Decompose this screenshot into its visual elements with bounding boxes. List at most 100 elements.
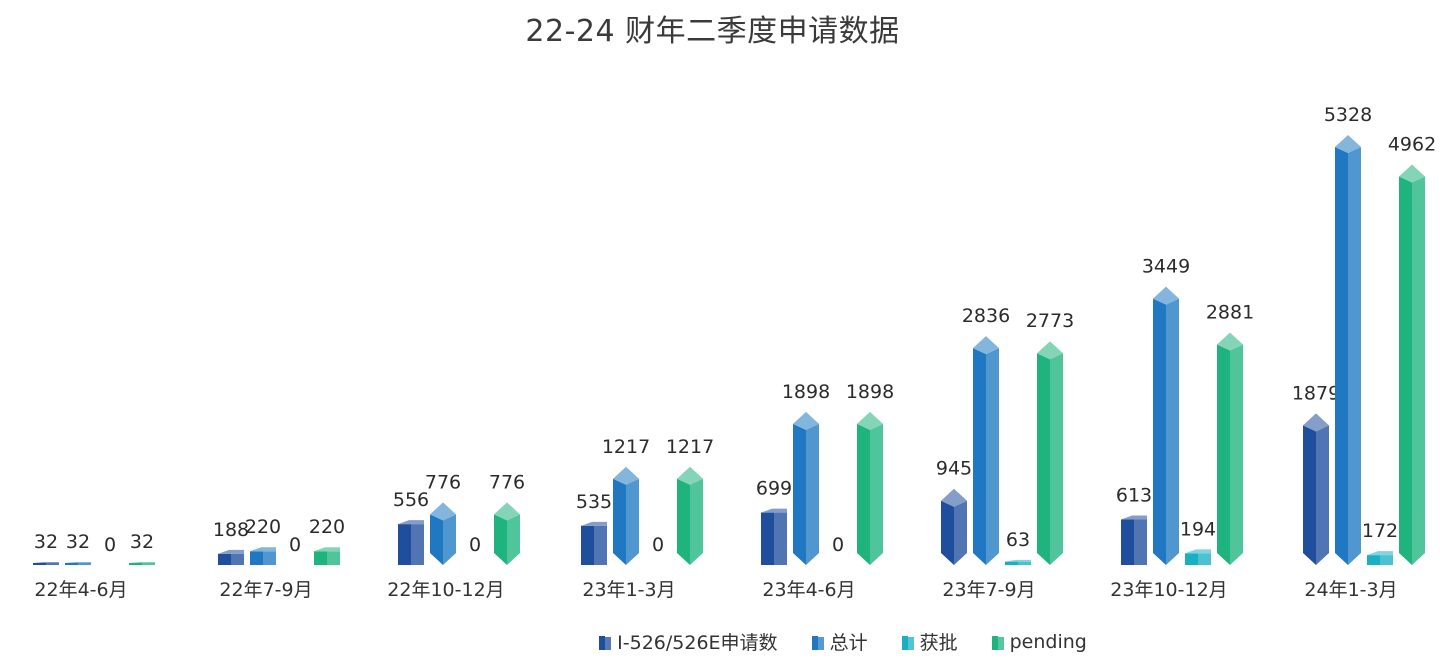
legend-swatch-icon <box>811 634 824 650</box>
bar-left-face <box>250 551 263 565</box>
bar-left-face <box>793 423 806 565</box>
bar-tip <box>857 411 883 430</box>
bar <box>1185 549 1211 565</box>
chart-title: 22-24 财年二季度申请数据 <box>525 14 900 49</box>
value-label: 699 <box>756 478 792 500</box>
bar-tip <box>1153 286 1179 305</box>
bar-right-face <box>626 478 639 565</box>
value-label: 945 <box>936 458 972 480</box>
value-label: 3449 <box>1142 256 1190 278</box>
value-label: 0 <box>652 534 664 556</box>
bar-right-face <box>46 563 59 565</box>
bar-tip <box>1217 332 1243 351</box>
bar-tip <box>1037 341 1063 360</box>
bar-right-face <box>1166 298 1179 565</box>
bar-right-face <box>774 512 787 565</box>
bar-tip <box>430 502 456 521</box>
bar <box>33 562 59 565</box>
bar <box>494 502 520 565</box>
bar <box>581 521 607 565</box>
category-group: 1879 5328 172 4962 24年1-3月 <box>1292 104 1436 601</box>
value-label: 194 <box>1180 518 1216 540</box>
legend-swatch-icon <box>991 634 1004 650</box>
value-label: 1879 <box>1292 382 1340 404</box>
bar <box>613 466 639 565</box>
bar-right-face <box>806 423 819 565</box>
legend-item: I-526/526E申请数 <box>599 628 778 655</box>
legend-item: pending <box>991 628 1087 655</box>
value-label: 220 <box>245 516 281 538</box>
bar-left-face <box>1335 147 1348 565</box>
bar-cap <box>1185 549 1211 554</box>
bar <box>1121 515 1147 565</box>
value-label: 1898 <box>782 381 830 403</box>
category-label: 23年7-9月 <box>942 579 1035 601</box>
category-group: 613 3449 194 2881 23年10-12月 <box>1110 256 1254 601</box>
bar-right-face <box>142 563 155 565</box>
value-label: 0 <box>832 534 844 556</box>
bar-left-face <box>314 551 327 565</box>
value-label: 1217 <box>666 436 714 458</box>
bar-left-face <box>1399 176 1412 566</box>
bar <box>677 466 703 565</box>
bar-right-face <box>1348 147 1361 565</box>
bar <box>1153 286 1179 565</box>
bar-cap <box>65 562 91 563</box>
bar-right-face <box>1380 555 1393 565</box>
bar-left-face <box>581 525 594 565</box>
bar-tip <box>1335 135 1361 153</box>
bar-left-face <box>1005 561 1018 565</box>
value-label: 220 <box>309 516 345 538</box>
bar-cap <box>129 562 155 563</box>
bar-left-face <box>1217 344 1230 565</box>
bar-left-face <box>398 524 411 565</box>
bar-left-face <box>973 348 986 565</box>
category-group: 535 1217 0 1217 23年1-3月 <box>576 436 714 601</box>
bar-tip <box>677 466 703 485</box>
value-label: 5328 <box>1324 104 1372 126</box>
bar-left-face <box>677 478 690 565</box>
value-label: 613 <box>1116 485 1152 507</box>
legend-swatch-icon <box>901 634 914 650</box>
bar <box>1217 332 1243 565</box>
bar-left-face <box>218 553 231 565</box>
bar <box>129 562 155 565</box>
bar <box>1303 413 1329 565</box>
value-label: 0 <box>289 534 301 556</box>
category-label: 22年7-9月 <box>219 579 312 601</box>
bar <box>973 336 999 565</box>
value-label: 2881 <box>1206 301 1254 323</box>
bar-left-face <box>1037 353 1050 565</box>
bar-tip <box>1399 164 1425 183</box>
legend-item: 总计 <box>811 628 868 655</box>
bar-right-face <box>1134 519 1147 565</box>
category-label: 22年10-12月 <box>387 579 504 601</box>
bar-right-face <box>443 514 456 565</box>
legend-label: 获批 <box>919 632 958 654</box>
value-label: 188 <box>213 519 249 541</box>
category-group: 32 32 0 32 22年4-6月 <box>33 531 155 601</box>
bar-cap <box>33 562 59 563</box>
category-group: 945 2836 63 2773 23年7-9月 <box>936 305 1074 601</box>
bar-left-face <box>1303 425 1316 565</box>
bar-cap <box>218 549 244 554</box>
bar-tip <box>941 488 967 507</box>
bar-right-face <box>1198 553 1211 565</box>
category-label: 23年1-3月 <box>582 579 675 601</box>
bar-right-face <box>1018 561 1031 565</box>
bar-cap <box>398 520 424 525</box>
bar <box>218 549 244 565</box>
legend-label: pending <box>1009 630 1087 653</box>
value-label: 63 <box>1006 529 1030 551</box>
bar-left-face <box>129 563 142 565</box>
legend-label: I-526/526E申请数 <box>617 632 778 654</box>
bar <box>65 562 91 565</box>
bar-right-face <box>231 553 244 565</box>
bar-left-face <box>33 563 46 565</box>
bar-right-face <box>1050 353 1063 565</box>
bar-left-face <box>1367 555 1380 565</box>
chart-legend: I-526/526E申请数 总计 获批 pending <box>0 628 1440 655</box>
